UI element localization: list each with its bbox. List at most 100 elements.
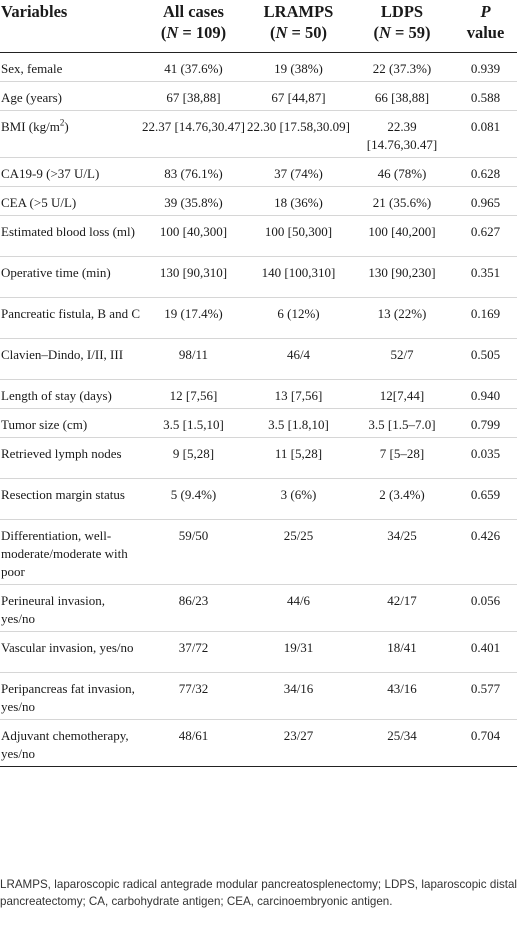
row-p-value: 0.505	[470, 347, 501, 362]
row-variable: Resection margin status	[1, 487, 125, 502]
row-variable: Vascular invasion, yes/no	[1, 640, 134, 655]
header-ldps-label: LDPS	[380, 2, 424, 21]
row-all-cases-cell: 67 [38,88]	[141, 82, 246, 111]
table-row: Sex, female 41 (37.6%) 19 (38%) 22 (37.3%) 0…	[0, 53, 517, 82]
patient-characteristics-table: Variables All cases (N = 109) LRAMPS (N = …	[0, 0, 517, 767]
row-ldps-cell: 22 (37.3%)	[351, 53, 453, 82]
row-variable-cell: Tumor size (cm)	[0, 409, 141, 438]
row-p-value: 0.351	[470, 265, 501, 280]
row-all-cases-cell: 3.5 [1.5,10]	[141, 409, 246, 438]
table-row: Clavien–Dindo, I/II, III 98/11 46/4 52/7 0.5…	[0, 339, 517, 380]
row-variable: Tumor size (cm)	[1, 417, 88, 432]
row-variable-cell: Age (years)	[0, 82, 141, 111]
row-p-value: 0.426	[470, 528, 501, 543]
row-lramps-cell: 37 (74%)	[246, 158, 351, 187]
header-lramps-n: (N = 50)	[269, 23, 328, 42]
row-ldps: 7 [5–28]	[379, 446, 425, 461]
table-container: Variables All cases (N = 109) LRAMPS (N = …	[0, 0, 517, 767]
row-lramps: 23/27	[283, 728, 314, 743]
row-all-cases: 77/32	[178, 681, 209, 696]
row-variable-cell: Clavien–Dindo, I/II, III	[0, 339, 141, 380]
table-row: Perineural invasion, yes/no 86/23 44/6 42/1…	[0, 585, 517, 632]
row-lramps-cell: 19 (38%)	[246, 53, 351, 82]
row-all-cases: 100 [40,300]	[159, 224, 228, 239]
row-ldps-cell: 18/41	[351, 632, 453, 673]
row-p-value-cell: 0.628	[453, 158, 517, 187]
row-variable: CA19-9 (>37 U/L)	[1, 166, 100, 181]
row-variable: CEA (>5 U/L)	[1, 195, 77, 210]
row-all-cases: 48/61	[178, 728, 209, 743]
row-variable-cell: Differentiation, well-moderate/moderate …	[0, 520, 141, 585]
row-all-cases: 9 [5,28]	[172, 446, 215, 461]
row-variable: Length of stay (days)	[1, 388, 112, 403]
row-p-value-cell: 0.704	[453, 720, 517, 767]
row-lramps: 46/4	[286, 347, 311, 362]
row-all-cases: 39 (35.8%)	[164, 195, 223, 210]
row-ldps-cell: 21 (35.6%)	[351, 187, 453, 216]
row-p-value: 0.056	[470, 593, 501, 608]
table-row: Vascular invasion, yes/no 37/72 19/31 18/41…	[0, 632, 517, 673]
header-all-cases: All cases (N = 109)	[141, 1, 246, 53]
row-variable-cell: CEA (>5 U/L)	[0, 187, 141, 216]
row-variable: Estimated blood loss (ml)	[1, 224, 135, 239]
row-variable-cell: Operative time (min)	[0, 257, 141, 298]
row-variable: Retrieved lymph nodes	[1, 446, 122, 461]
row-all-cases: 59/50	[178, 528, 209, 543]
row-lramps-cell: 22.30 [17.58,30.09]	[246, 111, 351, 158]
row-p-value: 0.939	[470, 61, 501, 76]
table-row: Length of stay (days) 12 [7,56] 13 [7,56] 1…	[0, 380, 517, 409]
row-p-value: 0.035	[470, 446, 501, 461]
row-p-value-cell: 0.799	[453, 409, 517, 438]
row-all-cases-cell: 37/72	[141, 632, 246, 673]
row-ldps-cell: 22.39 [14.76,30.47]	[351, 111, 453, 158]
row-all-cases: 83 (76.1%)	[164, 166, 223, 181]
row-p-value-cell: 0.627	[453, 216, 517, 257]
header-all-cases-n: (N = 109)	[160, 23, 227, 42]
row-variable-cell: Pancreatic fistula, B and C	[0, 298, 141, 339]
header-variables-label: Variables	[1, 2, 68, 21]
row-ldps-cell: 43/16	[351, 673, 453, 720]
row-variable-cell: Adjuvant chemotherapy, yes/no	[0, 720, 141, 767]
row-lramps: 67 [44,87]	[271, 90, 326, 105]
row-all-cases: 98/11	[178, 347, 209, 362]
row-variable: Differentiation, well-moderate/moderate …	[1, 528, 128, 579]
row-all-cases-cell: 100 [40,300]	[141, 216, 246, 257]
row-lramps-cell: 140 [100,310]	[246, 257, 351, 298]
header-variables: Variables	[0, 1, 141, 53]
row-p-value: 0.965	[470, 195, 501, 210]
table-row: Estimated blood loss (ml) 100 [40,300] 100…	[0, 216, 517, 257]
row-p-value-cell: 0.577	[453, 673, 517, 720]
row-variable: Peripancreas fat invasion, yes/no	[1, 681, 135, 714]
row-all-cases-cell: 22.37 [14.76,30.47]	[141, 111, 246, 158]
row-all-cases: 3.5 [1.5,10]	[163, 417, 224, 432]
row-p-value: 0.799	[470, 417, 501, 432]
table-row: Peripancreas fat invasion, yes/no 77/32 34…	[0, 673, 517, 720]
row-all-cases: 12 [7,56]	[169, 388, 218, 403]
row-all-cases: 5 (9.4%)	[170, 487, 217, 502]
row-p-value: 0.940	[470, 388, 501, 403]
table-body: Sex, female 41 (37.6%) 19 (38%) 22 (37.3%) 0…	[0, 53, 517, 767]
row-ldps: 34/25	[387, 528, 417, 543]
row-lramps: 44/6	[286, 593, 311, 608]
row-p-value: 0.081	[470, 119, 501, 134]
row-ldps-cell: 46 (78%)	[351, 158, 453, 187]
row-ldps: 22 (37.3%)	[372, 61, 432, 76]
row-p-value-cell: 0.351	[453, 257, 517, 298]
row-all-cases-cell: 98/11	[141, 339, 246, 380]
row-variable-cell: BMI (kg/m2)	[0, 111, 141, 158]
row-ldps: 52/7	[390, 347, 414, 362]
table-row: CEA (>5 U/L) 39 (35.8%) 18 (36%) 21 (35.6%)…	[0, 187, 517, 216]
row-lramps: 18 (36%)	[274, 195, 323, 210]
row-p-value: 0.628	[470, 166, 501, 181]
row-p-value: 0.659	[470, 487, 501, 502]
table-row: Retrieved lymph nodes 9 [5,28] 11 [5,28] 7 …	[0, 438, 517, 479]
row-variable: BMI (kg/m2)	[1, 117, 69, 134]
row-lramps: 3.5 [1.8,10]	[268, 417, 329, 432]
row-variable: Operative time (min)	[1, 265, 111, 280]
row-ldps: 43/16	[387, 681, 417, 696]
row-ldps-cell: 7 [5–28]	[351, 438, 453, 479]
row-ldps-cell: 100 [40,200]	[351, 216, 453, 257]
row-lramps: 25/25	[283, 528, 314, 543]
row-all-cases: 130 [90,310]	[159, 265, 228, 280]
row-variable: Pancreatic fistula, B and C	[1, 306, 140, 321]
